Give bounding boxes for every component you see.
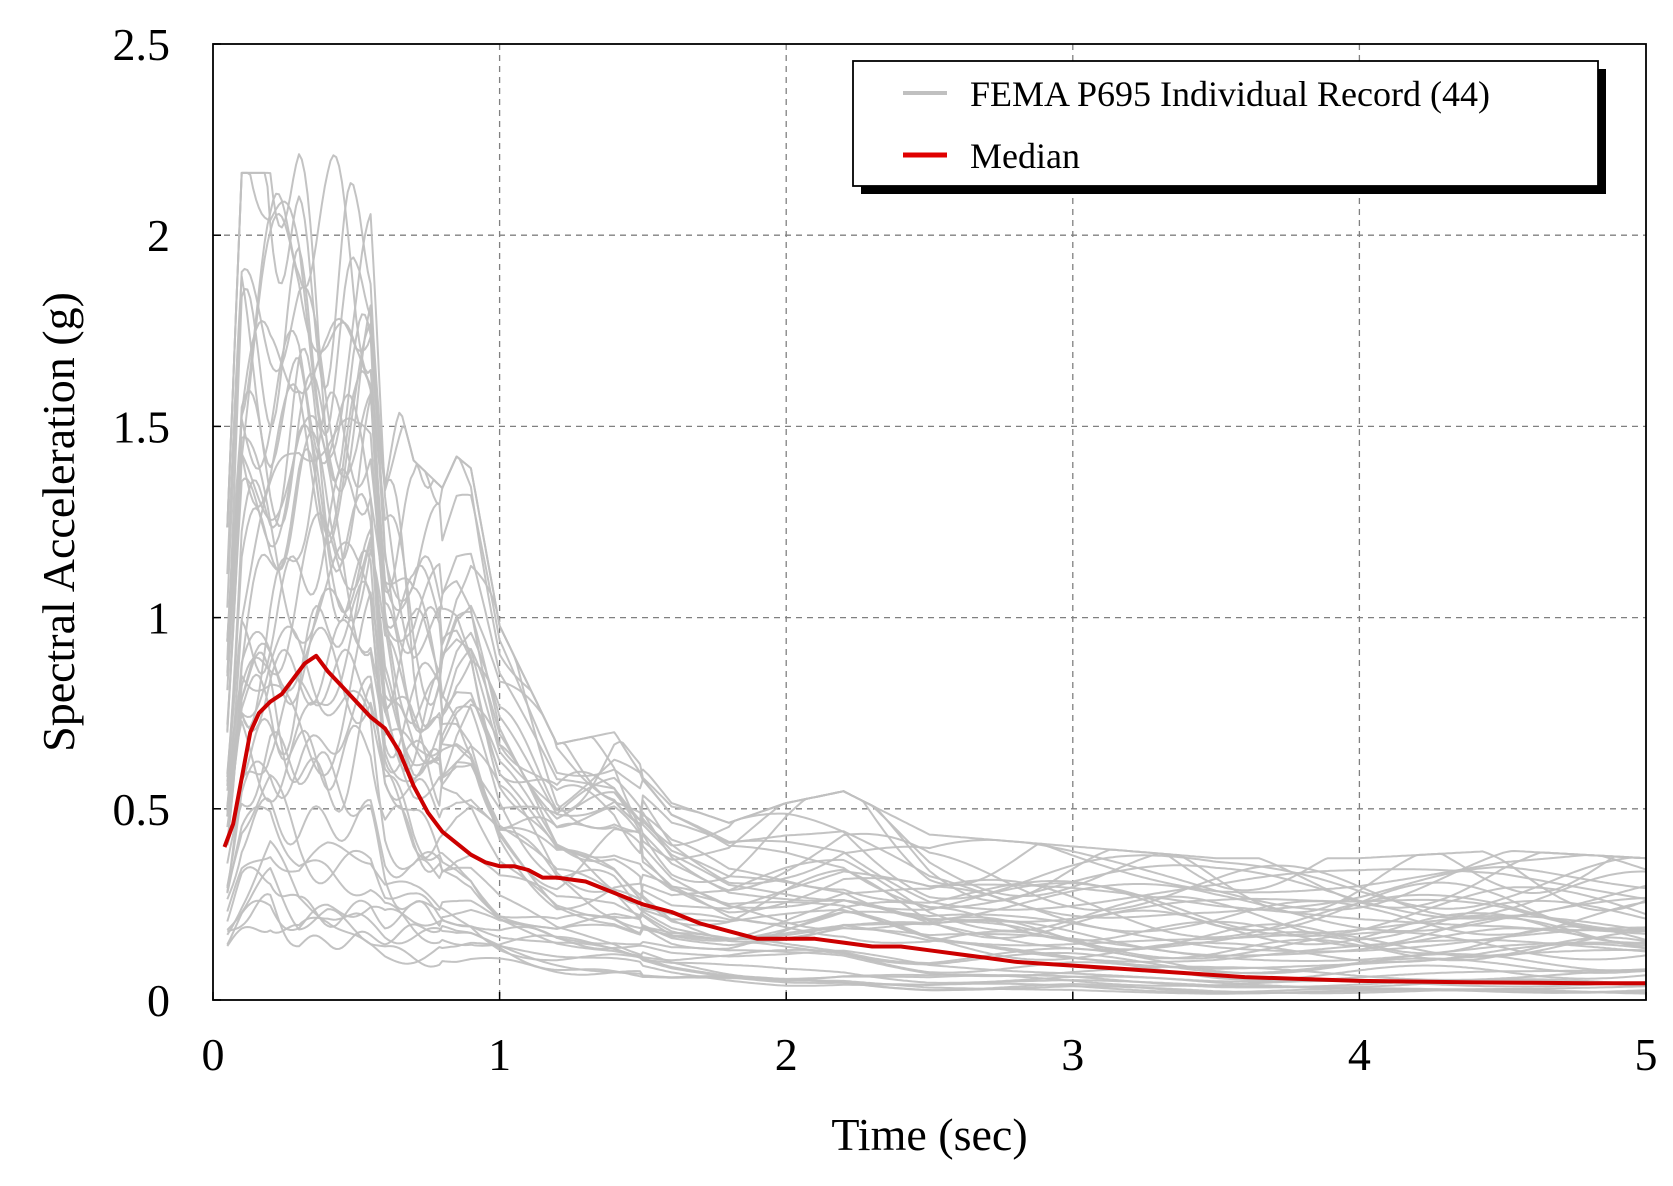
y-tick-label: 0 [147,975,170,1026]
individual-records-group [226,153,1646,995]
x-tick-labels: 0 1 2 3 4 5 [202,1029,1658,1080]
legend: FEMA P695 Individual Record (44) Median [852,60,1606,194]
legend-box [852,60,1599,187]
legend-label-individual-records: FEMA P695 Individual Record (44) [970,74,1490,114]
y-tick-label: 2 [147,210,170,261]
x-tick-label: 2 [775,1029,798,1080]
individual-record-line [226,797,1646,981]
x-axis-title: Time (sec) [831,1109,1027,1160]
individual-record-line [226,774,1646,983]
gridlines [213,44,1646,1000]
individual-record-line [226,153,1646,894]
y-tick-label: 1 [147,593,170,644]
individual-record-line [226,391,1646,947]
x-tick-label: 0 [202,1029,225,1080]
y-tick-label: 0.5 [113,784,171,835]
individual-record-line [226,171,1646,914]
median-group [222,653,1646,986]
axis-ticks [212,43,1647,1001]
individual-record-line [226,912,1646,995]
individual-record-line [226,840,1646,994]
legend-label-median: Median [970,136,1080,176]
individual-record-line [226,322,1646,911]
median-line [222,653,1646,986]
x-tick-label: 3 [1061,1029,1084,1080]
individual-record-line [226,212,1646,933]
x-tick-label: 4 [1348,1029,1371,1080]
x-tick-label: 5 [1635,1029,1658,1080]
y-axis-title: Spectral Acceleration (g) [33,292,84,752]
individual-record-line [226,675,1646,974]
x-tick-label: 1 [488,1029,511,1080]
plot-frame [212,43,1647,1001]
individual-record-line [226,591,1646,958]
individual-record-line [226,841,1646,989]
y-tick-labels: 0 0.5 1 1.5 2 2.5 [113,19,171,1026]
individual-record-line [226,548,1646,955]
y-tick-label: 2.5 [113,19,171,70]
individual-record-line [226,423,1646,932]
individual-record-line [226,317,1646,911]
individual-record-line [226,648,1646,975]
individual-record-line [226,731,1646,981]
y-tick-label: 1.5 [113,401,171,452]
individual-record-line [226,447,1646,939]
individual-record-line [226,171,1646,910]
individual-record-line [226,267,1646,932]
individual-record-line [226,626,1646,961]
